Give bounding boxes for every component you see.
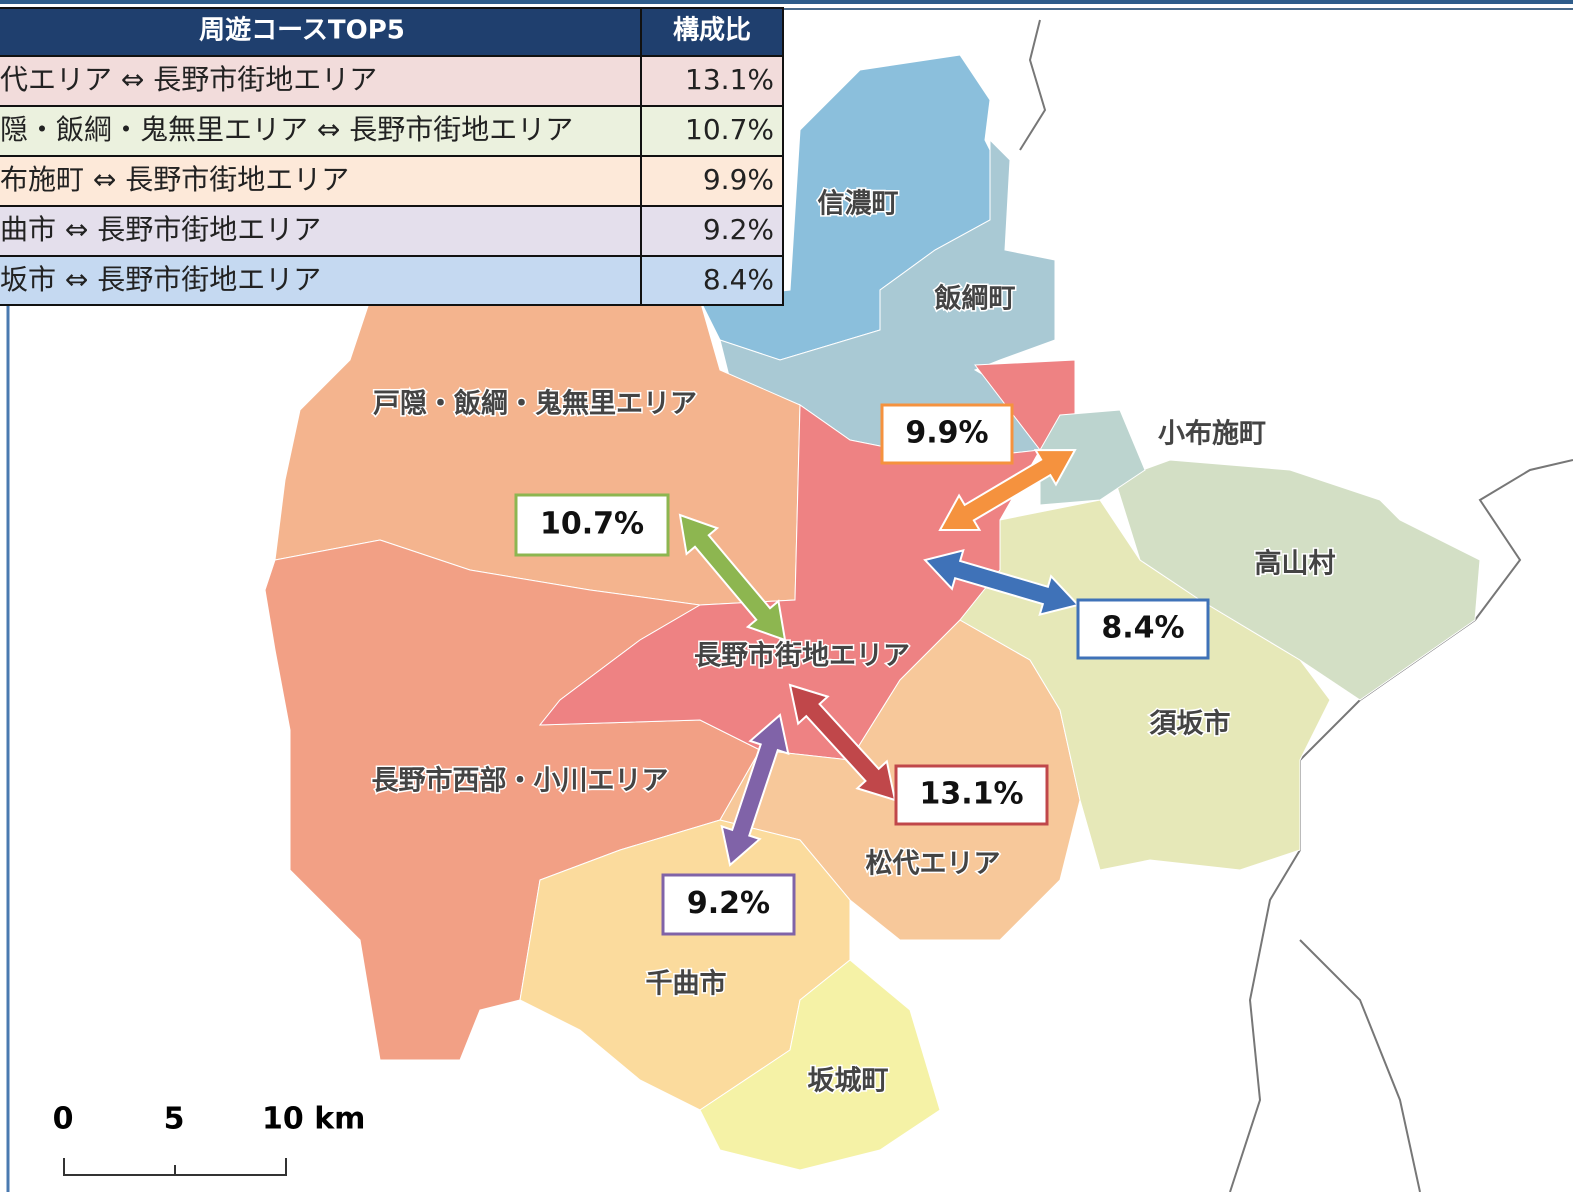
flow-box [514, 493, 670, 557]
flow-arrow [720, 713, 790, 867]
flow-label: 8.4% [1101, 611, 1184, 646]
area-label: 飯綱町 [935, 283, 1016, 315]
table [0, 7, 784, 306]
flow-box [894, 764, 1049, 826]
scale-bar [63, 1158, 287, 1176]
scale-label: 5 [164, 1102, 185, 1137]
top-border [0, 0, 1573, 4]
table-header: 構成比 [673, 16, 751, 46]
flow-label: 9.2% [687, 886, 770, 921]
flow-box [1076, 598, 1210, 660]
table-header: 周遊コースTOP5 [199, 15, 405, 46]
table-cell: 須坂市 ⇔ 長野市街地エリア [0, 263, 321, 296]
flow-box [880, 403, 1014, 465]
flow-arrow [938, 448, 1077, 532]
area-label: 高山村 [1255, 548, 1336, 580]
arrows [678, 448, 1080, 867]
area-label: 松代エリア [866, 849, 1001, 880]
area-label: 長野市街地エリア [694, 640, 910, 672]
area-label: 千曲市 [646, 968, 727, 1000]
table-cell: 戸隠・飯綱・鬼無里エリア ⇔ 長野市街地エリア [0, 113, 573, 146]
table-cell: 松代エリア ⇔ 長野市街地エリア [0, 63, 377, 96]
flow-label: 13.1% [919, 777, 1023, 812]
area-label: 須坂市 [1150, 708, 1231, 740]
table-cell: 9.9% [703, 163, 774, 196]
area-label: 長野市西部・小川エリア [372, 765, 669, 797]
area-label: 戸隠・飯綱・鬼無里エリア [373, 388, 697, 420]
table-cell: 10.7% [685, 113, 774, 146]
area-label: 小布施町 [1158, 419, 1266, 450]
scale-label: 0 [53, 1102, 74, 1137]
flow-label: 10.7% [540, 507, 644, 542]
flow-label: 9.9% [905, 416, 988, 451]
area-label: 信濃町 [818, 189, 899, 220]
table-cell: 千曲市 ⇔ 長野市街地エリア [0, 213, 321, 246]
table-cell: 9.2% [703, 213, 774, 246]
table-cell: 小布施町 ⇔ 長野市街地エリア [0, 163, 349, 196]
scale-label: 10 km [262, 1102, 365, 1137]
area-label: 坂城町 [808, 1066, 889, 1097]
table-cell: 13.1% [685, 63, 774, 96]
flow-box [661, 873, 796, 936]
table-cell: 8.4% [703, 263, 774, 296]
flow-arrow [678, 513, 787, 642]
